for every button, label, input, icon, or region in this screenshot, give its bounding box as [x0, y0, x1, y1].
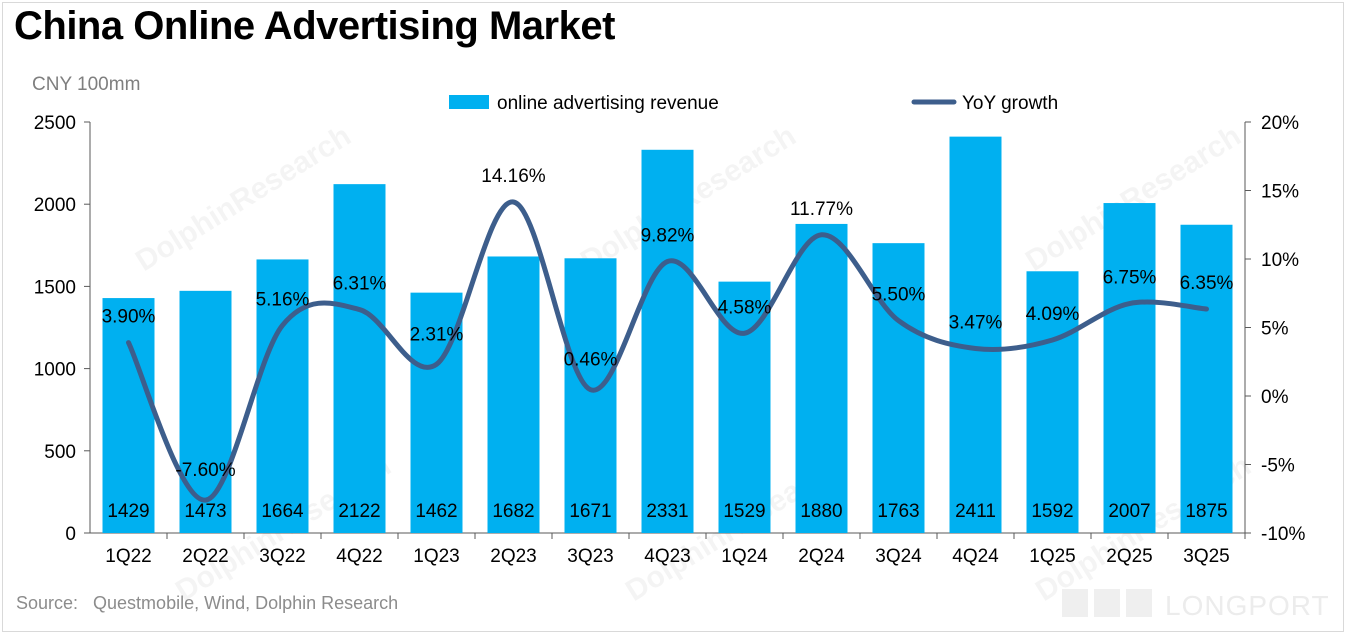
x-tick-label: 1Q24	[721, 546, 768, 567]
source-note: Source: Questmobile, Wind, Dolphin Resea…	[16, 593, 399, 613]
bar	[1103, 203, 1156, 533]
left-tick-label: 2500	[34, 113, 76, 134]
x-tick-label: 2Q23	[490, 546, 536, 567]
left-tick-label: 0	[65, 524, 76, 545]
line-value-label: 5.50%	[872, 285, 926, 306]
bar	[179, 290, 232, 533]
x-tick-label: 3Q25	[1183, 546, 1229, 567]
line-value-label: 14.16%	[481, 166, 546, 187]
x-tick-label: 4Q24	[952, 546, 999, 567]
right-tick-label: 10%	[1261, 250, 1299, 271]
line-value-label: 2.31%	[410, 324, 464, 345]
bar	[333, 184, 386, 534]
right-tick-label: 15%	[1261, 182, 1299, 203]
line-value-label: 6.35%	[1180, 273, 1234, 294]
bar-value-label: 2007	[1108, 501, 1150, 522]
line-value-label: -7.60%	[175, 460, 235, 481]
left-tick-label: 1000	[34, 360, 76, 381]
line-value-label: 5.16%	[256, 289, 310, 310]
bar-value-label: 1429	[107, 501, 149, 522]
bar-value-label: 1664	[261, 501, 304, 522]
line-value-label: 3.90%	[102, 307, 156, 328]
line-value-label: 6.75%	[1103, 268, 1157, 289]
bar-value-label: 1880	[800, 501, 842, 522]
bar	[256, 259, 309, 533]
bar	[872, 243, 925, 534]
left-axis-unit-label: CNY 100mm	[32, 74, 141, 95]
x-tick-label: 2Q24	[798, 546, 845, 567]
x-tick-label: 4Q23	[644, 546, 690, 567]
right-tick-label: 20%	[1261, 113, 1299, 134]
left-tick-label: 1500	[34, 277, 76, 298]
right-tick-label: 5%	[1261, 319, 1289, 340]
line-value-label: 11.77%	[790, 199, 853, 220]
bar	[1180, 224, 1233, 533]
line-value-label: 3.47%	[949, 312, 1003, 333]
bar	[102, 298, 155, 533]
legend-bar-swatch	[449, 95, 489, 109]
bar-value-label: 1592	[1031, 501, 1073, 522]
bar	[795, 223, 848, 534]
legend-bar-label: online advertising revenue	[497, 93, 719, 114]
right-tick-label: 0%	[1261, 387, 1289, 408]
x-tick-label: 2Q25	[1106, 546, 1152, 567]
x-tick-label: 3Q24	[875, 546, 922, 567]
right-tick-label: -5%	[1261, 456, 1295, 477]
line-value-label: 4.09%	[1026, 304, 1080, 325]
line-value-label: 6.31%	[333, 274, 387, 295]
longport-logo-icon	[1062, 589, 1152, 617]
x-tick-label: 4Q22	[336, 546, 382, 567]
bar-value-label: 2122	[338, 501, 380, 522]
bar	[949, 136, 1002, 534]
bar-value-label: 1462	[415, 501, 457, 522]
x-tick-label: 1Q23	[413, 546, 459, 567]
x-tick-label: 1Q25	[1029, 546, 1075, 567]
bar	[487, 256, 540, 533]
x-tick-label: 1Q22	[105, 546, 151, 567]
brand-watermark: LONGPORT	[1165, 590, 1330, 621]
x-tick-label: 3Q22	[259, 546, 305, 567]
bar-value-label: 1682	[492, 501, 534, 522]
bar-value-label: 1671	[569, 501, 611, 522]
line-value-label: 4.58%	[718, 297, 772, 318]
bar-value-label: 1763	[877, 501, 919, 522]
bar-value-label: 2331	[646, 501, 688, 522]
bar	[641, 149, 694, 533]
line-value-label: 9.82%	[641, 225, 695, 246]
x-tick-label: 3Q23	[567, 546, 613, 567]
bar-value-label: 1529	[723, 501, 765, 522]
bar	[1026, 271, 1079, 533]
yoy-growth-line	[126, 199, 1209, 503]
left-tick-label: 2000	[34, 195, 76, 216]
bar-value-label: 2411	[955, 501, 996, 522]
left-tick-label: 500	[44, 442, 76, 463]
chart-title: China Online Advertising Market	[14, 4, 615, 48]
bar	[564, 258, 617, 533]
line-value-label: 0.46%	[564, 350, 618, 371]
right-tick-label: -10%	[1261, 524, 1305, 545]
bar-value-label: 1473	[184, 501, 226, 522]
legend-line-label: YoY growth	[962, 93, 1058, 114]
bar-value-label: 1875	[1185, 501, 1227, 522]
x-tick-label: 2Q22	[182, 546, 228, 567]
